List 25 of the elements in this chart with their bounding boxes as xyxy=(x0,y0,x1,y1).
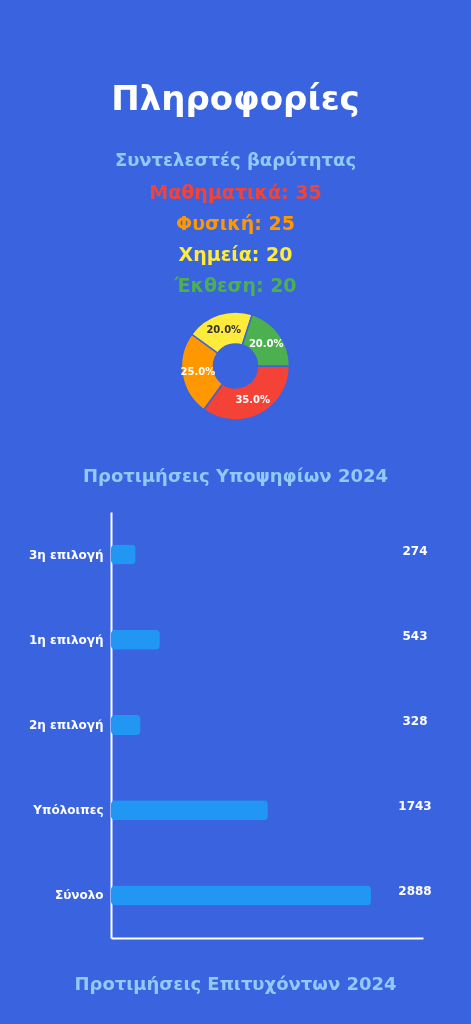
chart-title: Προτιμήσεις Υποψηφίων 2024 xyxy=(83,465,388,486)
y-tick-label: 2η επιλογή xyxy=(29,718,104,732)
data-label: 328 xyxy=(402,714,428,728)
text: Χημεία: 20 xyxy=(178,243,293,265)
text: Έκθεση: 20 xyxy=(173,274,297,296)
data-label: 20.0% xyxy=(206,323,242,335)
bar xyxy=(111,629,160,650)
text: Πληροφορίες xyxy=(111,78,360,118)
bar xyxy=(111,800,268,821)
bar xyxy=(111,885,371,906)
y-tick-label: Υπόλοιπες xyxy=(32,803,104,818)
text: Μαθηματικά: 35 xyxy=(149,181,322,203)
y-tick-label: 1η επιλογή xyxy=(29,632,104,647)
data-label: 274 xyxy=(402,543,428,558)
text: Φυσική: 25 xyxy=(176,212,295,234)
data-label: 2888 xyxy=(398,884,432,899)
y-tick-label: Σύνολο xyxy=(54,888,104,903)
chart-title: Συντελεστές βαρύτητας xyxy=(114,149,357,170)
data-label: 1743 xyxy=(398,799,432,814)
y-tick-label: 3η επιλογή xyxy=(29,547,104,562)
text: Προτιμήσεις Επιτυχόντων 2024 xyxy=(74,973,397,994)
bar xyxy=(111,715,141,735)
data-label: 543 xyxy=(402,628,428,643)
data-label: 35.0% xyxy=(235,393,271,405)
data-label: 20.0% xyxy=(248,337,284,349)
